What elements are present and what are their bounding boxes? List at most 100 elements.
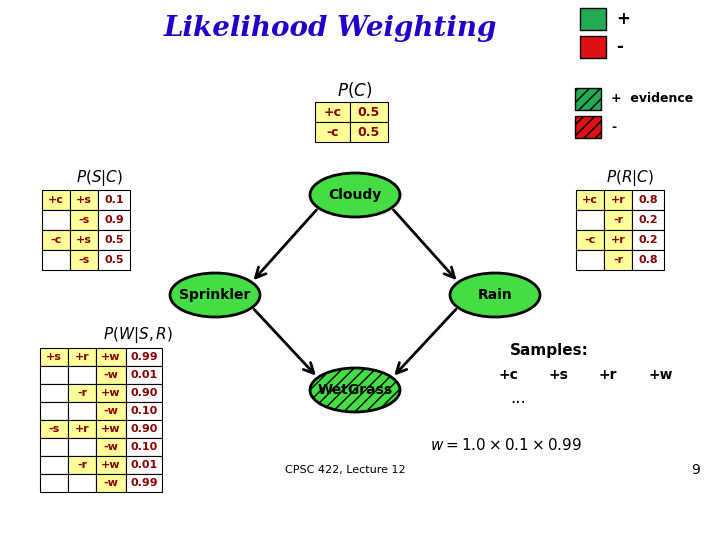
Bar [68,402,96,420]
Text: +r: +r [598,368,616,382]
Text: 0.90: 0.90 [130,388,158,398]
Text: $P(R|C)$: $P(R|C)$ [606,168,654,188]
Text: +: + [616,10,630,28]
Text: Cloudy: Cloudy [328,188,382,202]
Bar [42,210,70,230]
Bar [98,210,130,230]
Bar [70,230,98,250]
Bar [40,348,68,366]
Text: -c: -c [326,125,338,138]
Text: 0.10: 0.10 [130,406,158,416]
Text: -r: -r [613,255,623,265]
Text: -s: -s [48,424,60,434]
Bar [70,190,98,210]
Text: -c: -c [50,235,62,245]
Bar [632,230,664,250]
Text: 0.01: 0.01 [130,460,158,470]
Ellipse shape [310,368,400,412]
Text: -: - [611,120,616,133]
Text: +r: +r [75,424,89,434]
Text: -r: -r [613,215,623,225]
Text: -w: -w [104,478,118,488]
Text: ...: ... [510,389,526,407]
Bar [576,250,604,270]
Bar [350,122,388,142]
Text: 0.5: 0.5 [104,235,124,245]
Bar [98,190,130,210]
Text: +  evidence: + evidence [611,92,693,105]
Bar [126,474,162,492]
Text: -w: -w [104,370,118,380]
Text: +w: +w [102,352,121,362]
Bar [68,438,96,456]
Bar [632,190,664,210]
Text: +c: +c [498,368,518,382]
Text: 0.01: 0.01 [130,370,158,380]
Text: Sprinkler: Sprinkler [179,288,251,302]
Bar [126,438,162,456]
Text: -r: -r [77,460,87,470]
Text: 0.5: 0.5 [358,125,380,138]
Bar [40,366,68,384]
Bar [604,210,632,230]
Text: +s: +s [548,368,568,382]
Text: +w: +w [102,388,121,398]
Bar [96,402,126,420]
Bar [126,384,162,402]
Text: 0.8: 0.8 [638,255,658,265]
Text: 0.10: 0.10 [130,442,158,452]
Text: +c: +c [48,195,64,205]
Bar [604,230,632,250]
Text: 0.8: 0.8 [638,195,658,205]
Text: 0.90: 0.90 [130,424,158,434]
Text: -: - [616,38,623,56]
Text: +w: +w [648,368,672,382]
Text: Samples:: Samples: [510,342,589,357]
Text: 0.1: 0.1 [104,195,124,205]
Text: +s: +s [76,195,92,205]
Text: -w: -w [104,406,118,416]
Bar [315,102,350,122]
Bar [126,456,162,474]
Bar [98,250,130,270]
Bar [126,366,162,384]
Bar [576,230,604,250]
Text: +w: +w [102,460,121,470]
Text: $P(W|S,R)$: $P(W|S,R)$ [103,325,173,345]
Text: -r: -r [77,388,87,398]
Bar [315,122,350,142]
Bar [632,250,664,270]
Text: +r: +r [611,195,626,205]
Text: 0.2: 0.2 [638,215,658,225]
Text: CPSC 422, Lecture 12: CPSC 422, Lecture 12 [285,465,405,475]
Bar [632,210,664,230]
Text: $w = 1.0 \times 0.1 \times 0.99$: $w = 1.0 \times 0.1 \times 0.99$ [430,437,582,453]
Bar [98,230,130,250]
Bar [96,384,126,402]
Text: +c: +c [323,105,341,118]
Bar [126,420,162,438]
Bar [42,230,70,250]
Bar [68,456,96,474]
Text: Likelihood Weighting: Likelihood Weighting [163,15,497,42]
Text: 0.5: 0.5 [358,105,380,118]
Bar [575,116,601,138]
Ellipse shape [170,273,260,317]
Bar [42,190,70,210]
Text: -s: -s [78,255,89,265]
Bar [96,438,126,456]
Bar [604,250,632,270]
Bar [96,474,126,492]
Bar [40,420,68,438]
Text: +r: +r [611,235,626,245]
Bar [580,36,606,58]
Bar [40,438,68,456]
Text: +w: +w [102,424,121,434]
Bar [68,420,96,438]
Text: -s: -s [78,215,89,225]
Text: -w: -w [104,442,118,452]
Bar [42,250,70,270]
Text: Rain: Rain [477,288,513,302]
Bar [40,384,68,402]
Bar [96,366,126,384]
